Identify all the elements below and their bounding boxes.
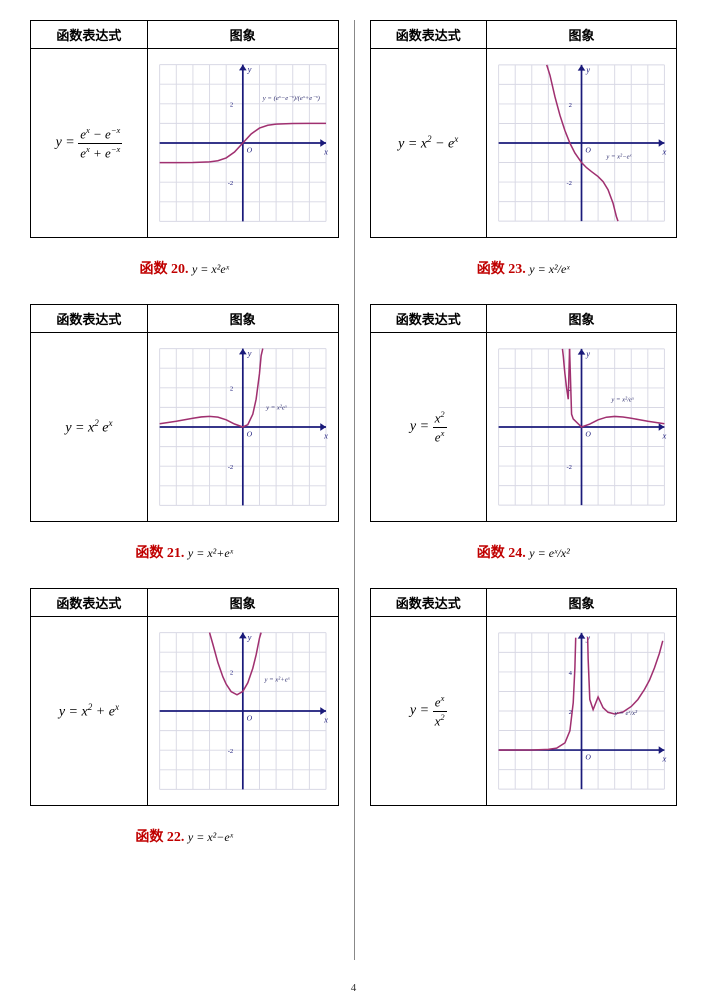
graph-cell: x Oy 2 -2 y = x²eˣ — [147, 333, 338, 522]
header-expr: 函数表达式 — [31, 21, 148, 49]
graph-svg: x Oy 2 -2 y = x²+eˣ — [152, 621, 334, 801]
header-graph: 图象 — [486, 21, 676, 49]
svg-text:2: 2 — [569, 102, 572, 109]
svg-text:x: x — [323, 146, 328, 156]
svg-text:y = (eˣ−e⁻ˣ)/(eˣ+e⁻ˣ): y = (eˣ−e⁻ˣ)/(eˣ+e⁻ˣ) — [262, 95, 321, 102]
svg-text:y: y — [246, 64, 251, 74]
caption-21: 函数 21. y = x²+eˣ — [30, 542, 339, 562]
block-23: 函数表达式 图象 y = x2ex xOy2-2y = x²/eˣ — [370, 304, 678, 522]
graph-cell: x Oy 2 -2 y = x²−eˣ — [486, 49, 676, 238]
svg-text:-2: -2 — [228, 180, 234, 187]
caption-red: 函数 23. — [477, 262, 526, 277]
function-table: 函数表达式 图象 y = ex − e−xex + e−x x Oy 2 -2 y = … — [30, 20, 339, 238]
svg-text:2: 2 — [230, 386, 233, 393]
svg-text:y: y — [246, 348, 251, 358]
svg-text:O: O — [246, 430, 252, 439]
caption-red: 函数 20. — [139, 262, 188, 277]
formula-cell: y = x2ex — [370, 333, 486, 522]
caption-red: 函数 24. — [477, 546, 526, 561]
svg-text:-2: -2 — [566, 464, 572, 471]
page-number: 4 — [0, 982, 707, 994]
caption-eq: y = x²+eˣ — [188, 546, 233, 560]
function-table: 函数表达式 图象 y = x2 ex x Oy 2 -2 y = x²eˣ — [30, 304, 339, 522]
left-column: 函数表达式 图象 y = ex − e−xex + e−x x Oy 2 -2 y = … — [30, 20, 354, 960]
caption-eq: y = x²eˣ — [192, 262, 229, 276]
graph-svg: x Oy 2 -2 y = x²eˣ — [152, 337, 334, 517]
svg-text:x: x — [661, 753, 666, 763]
caption-red: 函数 22. — [135, 830, 184, 845]
graph-cell: x Oy 2 -2 y = (eˣ−e⁻ˣ)/(eˣ+e⁻ˣ) — [147, 49, 338, 238]
block-22: 函数表达式 图象 y = x2 − ex x Oy 2 -2 y = x²−eˣ — [370, 20, 678, 238]
right-column: 函数表达式 图象 y = x2 − ex x Oy 2 -2 y = x²−eˣ 函数 … — [354, 20, 678, 960]
graph-cell: xOy24y = eˣ/x² — [486, 617, 676, 806]
svg-text:x: x — [661, 146, 666, 156]
header-graph: 图象 — [486, 589, 676, 617]
svg-text:y = eˣ/x²: y = eˣ/x² — [614, 710, 638, 717]
svg-text:y: y — [246, 632, 251, 642]
formula-cell: y = x2 + ex — [31, 617, 148, 806]
header-graph: 图象 — [147, 305, 338, 333]
header-expr: 函数表达式 — [370, 589, 486, 617]
graph-svg: x Oy 2 -2 y = x²−eˣ — [491, 53, 672, 233]
header-expr: 函数表达式 — [31, 589, 148, 617]
caption-20: 函数 20. y = x²eˣ — [30, 258, 339, 278]
header-expr: 函数表达式 — [370, 21, 486, 49]
caption-eq: y = eˣ/x² — [529, 546, 569, 560]
formula-cell: y = x2 − ex — [370, 49, 486, 238]
svg-text:O: O — [585, 146, 591, 155]
function-table: 函数表达式 图象 y = x2 + ex x Oy 2 -2 y = x²+eˣ — [30, 588, 339, 806]
svg-text:-2: -2 — [566, 180, 572, 187]
caption-eq: y = x²−eˣ — [188, 830, 233, 844]
svg-text:x: x — [323, 430, 328, 440]
svg-text:-2: -2 — [228, 464, 234, 471]
block-19: 函数表达式 图象 y = ex − e−xex + e−x x Oy 2 -2 y = … — [30, 20, 339, 238]
svg-text:-2: -2 — [228, 748, 234, 755]
svg-text:x: x — [661, 430, 666, 440]
caption-22: 函数 22. y = x²−eˣ — [30, 826, 339, 846]
function-table: 函数表达式 图象 y = exx2 xOy24y = eˣ/x² — [370, 588, 678, 806]
block-20: 函数表达式 图象 y = x2 ex x Oy 2 -2 y = x²eˣ — [30, 304, 339, 522]
svg-text:x: x — [323, 714, 328, 724]
svg-text:O: O — [585, 753, 591, 762]
page-container: 函数表达式 图象 y = ex − e−xex + e−x x Oy 2 -2 y = … — [0, 0, 707, 960]
svg-text:2: 2 — [230, 670, 233, 677]
block-24: 函数表达式 图象 y = exx2 xOy24y = eˣ/x² — [370, 588, 678, 806]
svg-text:y = x²−eˣ: y = x²−eˣ — [605, 154, 632, 161]
graph-cell: xOy2-2y = x²/eˣ — [486, 333, 676, 522]
graph-svg: xOy24y = eˣ/x² — [491, 621, 672, 801]
svg-text:y = x²eˣ: y = x²eˣ — [265, 404, 288, 411]
function-table: 函数表达式 图象 y = x2 − ex x Oy 2 -2 y = x²−eˣ — [370, 20, 678, 238]
svg-text:y: y — [585, 348, 590, 358]
svg-text:2: 2 — [230, 102, 233, 109]
svg-text:y: y — [585, 64, 590, 74]
header-graph: 图象 — [147, 589, 338, 617]
svg-text:O: O — [246, 146, 252, 155]
header-graph: 图象 — [486, 305, 676, 333]
caption-23: 函数 23. y = x²/eˣ — [370, 258, 678, 278]
svg-text:O: O — [585, 430, 591, 439]
header-expr: 函数表达式 — [370, 305, 486, 333]
block-21: 函数表达式 图象 y = x2 + ex x Oy 2 -2 y = x²+eˣ — [30, 588, 339, 806]
caption-24: 函数 24. y = eˣ/x² — [370, 542, 678, 562]
header-expr: 函数表达式 — [31, 305, 148, 333]
function-table: 函数表达式 图象 y = x2ex xOy2-2y = x²/eˣ — [370, 304, 678, 522]
graph-svg: xOy2-2y = x²/eˣ — [491, 337, 672, 517]
formula-cell: y = x2 ex — [31, 333, 148, 522]
graph-cell: x Oy 2 -2 y = x²+eˣ — [147, 617, 338, 806]
caption-eq: y = x²/eˣ — [529, 262, 569, 276]
svg-text:y = x²/eˣ: y = x²/eˣ — [610, 397, 635, 404]
graph-svg: x Oy 2 -2 y = (eˣ−e⁻ˣ)/(eˣ+e⁻ˣ) — [152, 53, 334, 233]
svg-text:O: O — [246, 714, 252, 723]
svg-text:y = x²+eˣ: y = x²+eˣ — [263, 677, 290, 684]
formula-cell: y = exx2 — [370, 617, 486, 806]
caption-red: 函数 21. — [135, 546, 184, 561]
header-graph: 图象 — [147, 21, 338, 49]
formula-cell: y = ex − e−xex + e−x — [31, 49, 148, 238]
